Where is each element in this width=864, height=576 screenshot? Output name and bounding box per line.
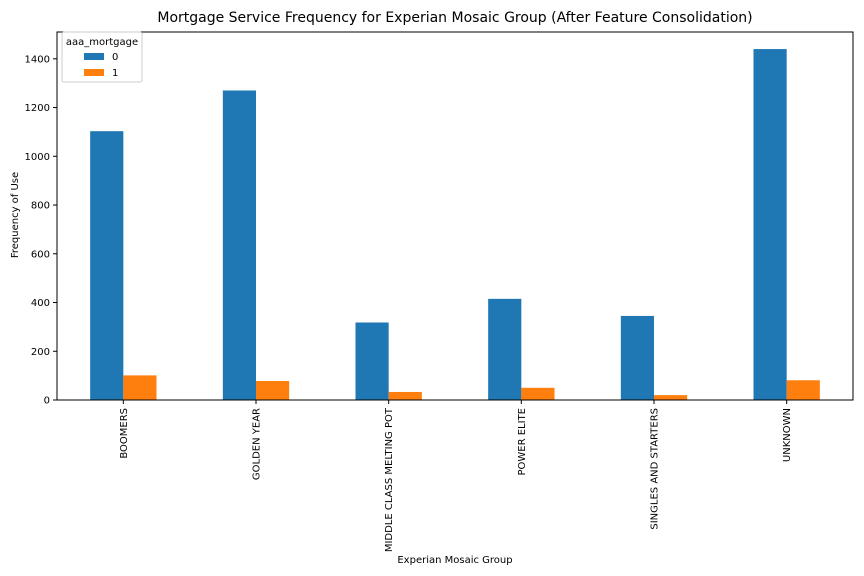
- y-tick-label: 400: [31, 298, 50, 309]
- plot-area: 0 200 400 600 800 1000 1200 1400 BOOMERS GOLDEN Y…: [25, 31, 854, 552]
- x-tick-label: BOOMERS: [119, 408, 130, 459]
- x-tick-label: SINGLES AND STARTERS: [650, 408, 661, 530]
- chart-title: Mortgage Service Frequency for Experian …: [157, 10, 752, 26]
- legend-label-1: 1: [112, 68, 118, 79]
- bar-series-0-3: [488, 298, 522, 400]
- legend-swatch-1: [84, 69, 104, 76]
- y-tick-label: 0: [44, 396, 50, 407]
- bar-series-0-0: [90, 131, 124, 401]
- x-axis-label: Experian Mosaic Group: [397, 555, 512, 566]
- bar-series-1-5: [786, 380, 820, 400]
- bar-series-0-5: [753, 49, 787, 400]
- bar-series-1-1: [256, 380, 290, 400]
- bar-series-0-4: [620, 315, 654, 400]
- x-tick-label: MIDDLE CLASS MELTING POT: [384, 407, 395, 552]
- y-tick-label: 600: [31, 249, 50, 260]
- bar-series-0-2: [355, 322, 389, 400]
- x-tick-label: UNKNOWN: [782, 408, 793, 462]
- y-tick-label: 1400: [25, 54, 50, 65]
- x-tick-label: POWER ELITE: [517, 408, 528, 476]
- bar-series-1-0: [123, 375, 157, 400]
- legend-label-0: 0: [112, 52, 118, 63]
- y-tick-label: 1200: [25, 103, 50, 114]
- y-axis-label: Frequency of Use: [10, 172, 21, 258]
- legend: aaa_mortgage 0 1: [61, 31, 143, 83]
- legend-title: aaa_mortgage: [66, 37, 138, 48]
- bar-series-1-4: [654, 395, 688, 400]
- y-tick-label: 800: [31, 201, 50, 212]
- y-tick-label: 1000: [25, 152, 50, 163]
- bar-series-0-1: [222, 90, 256, 401]
- x-tick-label: GOLDEN YEAR: [252, 408, 263, 480]
- bar-series-1-2: [388, 391, 422, 400]
- y-tick-label: 200: [31, 347, 50, 358]
- plot-frame: [56, 31, 854, 401]
- legend-swatch-0: [84, 53, 104, 60]
- bar-series-1-3: [521, 387, 555, 400]
